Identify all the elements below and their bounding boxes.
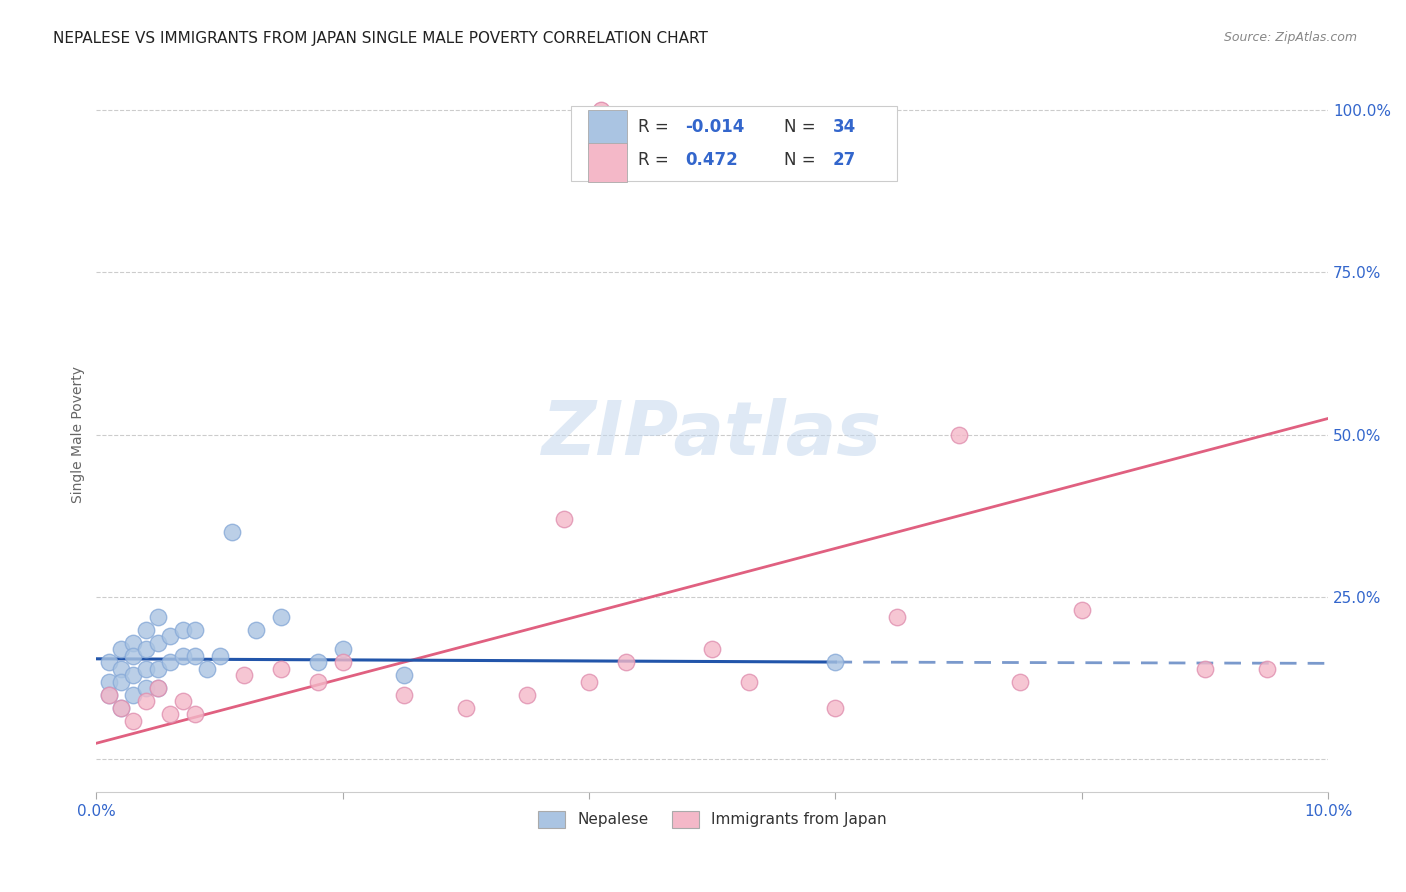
Point	[172, 623, 194, 637]
Point	[1256, 661, 1278, 675]
Point	[270, 661, 292, 675]
Point	[332, 642, 354, 657]
Point	[135, 694, 157, 708]
Point	[738, 674, 761, 689]
Point	[172, 648, 194, 663]
Text: -0.014: -0.014	[685, 119, 745, 136]
Point	[172, 694, 194, 708]
FancyBboxPatch shape	[588, 110, 627, 149]
Point	[110, 700, 132, 714]
Point	[307, 674, 329, 689]
Point	[702, 642, 724, 657]
Point	[184, 706, 207, 721]
Point	[578, 674, 600, 689]
Text: 27: 27	[832, 152, 856, 169]
Point	[195, 661, 218, 675]
Y-axis label: Single Male Poverty: Single Male Poverty	[72, 367, 86, 503]
Point	[948, 427, 970, 442]
Point	[553, 512, 575, 526]
Text: N =: N =	[783, 152, 821, 169]
Point	[122, 668, 145, 682]
Legend: Nepalese, Immigrants from Japan: Nepalese, Immigrants from Japan	[531, 805, 893, 834]
Point	[824, 655, 846, 669]
Point	[824, 700, 846, 714]
Point	[394, 668, 416, 682]
Point	[146, 609, 169, 624]
Text: ZIPatlas: ZIPatlas	[543, 398, 882, 471]
Point	[110, 700, 132, 714]
FancyBboxPatch shape	[571, 106, 897, 181]
Point	[110, 661, 132, 675]
Point	[146, 635, 169, 649]
Point	[270, 609, 292, 624]
Text: N =: N =	[783, 119, 821, 136]
Point	[614, 655, 637, 669]
Point	[394, 688, 416, 702]
Point	[184, 623, 207, 637]
FancyBboxPatch shape	[588, 143, 627, 182]
Text: 34: 34	[832, 119, 856, 136]
Point	[110, 674, 132, 689]
Point	[591, 103, 613, 117]
Point	[159, 706, 181, 721]
Point	[135, 623, 157, 637]
Point	[110, 642, 132, 657]
Point	[1194, 661, 1216, 675]
Point	[307, 655, 329, 669]
Point	[245, 623, 267, 637]
Point	[886, 609, 908, 624]
Text: NEPALESE VS IMMIGRANTS FROM JAPAN SINGLE MALE POVERTY CORRELATION CHART: NEPALESE VS IMMIGRANTS FROM JAPAN SINGLE…	[53, 31, 709, 46]
Point	[1070, 603, 1092, 617]
Text: 0.472: 0.472	[685, 152, 738, 169]
Point	[184, 648, 207, 663]
Text: R =: R =	[638, 152, 679, 169]
Point	[135, 642, 157, 657]
Point	[146, 681, 169, 695]
Point	[135, 661, 157, 675]
Point	[233, 668, 256, 682]
Point	[146, 681, 169, 695]
Text: R =: R =	[638, 119, 675, 136]
Point	[1010, 674, 1032, 689]
Point	[332, 655, 354, 669]
Point	[221, 525, 243, 540]
Point	[122, 714, 145, 728]
Point	[97, 674, 120, 689]
Point	[122, 635, 145, 649]
Point	[135, 681, 157, 695]
Point	[97, 688, 120, 702]
Point	[208, 648, 231, 663]
Point	[122, 688, 145, 702]
Point	[122, 648, 145, 663]
Point	[146, 661, 169, 675]
Point	[159, 629, 181, 643]
Text: Source: ZipAtlas.com: Source: ZipAtlas.com	[1223, 31, 1357, 45]
Point	[97, 688, 120, 702]
Point	[97, 655, 120, 669]
Point	[159, 655, 181, 669]
Point	[454, 700, 477, 714]
Point	[516, 688, 538, 702]
